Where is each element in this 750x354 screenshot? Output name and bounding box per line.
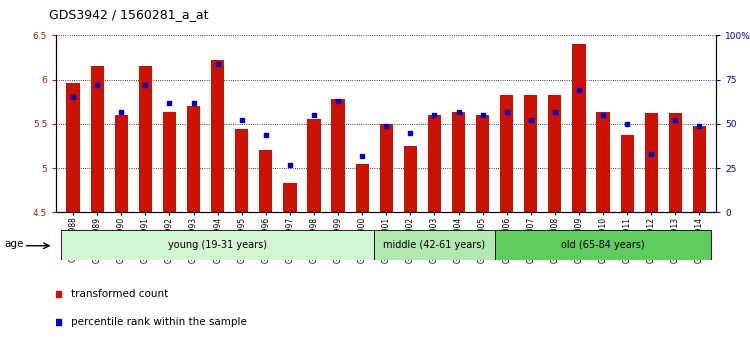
- Bar: [572, 44, 586, 212]
- Bar: [620, 135, 634, 212]
- Bar: [211, 60, 224, 212]
- Bar: [452, 112, 465, 212]
- Text: percentile rank within the sample: percentile rank within the sample: [71, 317, 248, 327]
- Bar: [260, 150, 272, 212]
- Text: age: age: [4, 239, 24, 249]
- Bar: [427, 115, 441, 212]
- Bar: [644, 113, 658, 212]
- Bar: [91, 67, 104, 212]
- Text: old (65-84 years): old (65-84 years): [561, 240, 645, 250]
- Bar: [374, 230, 495, 260]
- Text: GDS3942 / 1560281_a_at: GDS3942 / 1560281_a_at: [49, 8, 209, 21]
- Bar: [404, 146, 417, 212]
- Text: young (19-31 years): young (19-31 years): [168, 240, 267, 250]
- Bar: [495, 230, 712, 260]
- Bar: [308, 119, 320, 212]
- Bar: [380, 124, 393, 212]
- Bar: [524, 95, 538, 212]
- Bar: [669, 113, 682, 212]
- Bar: [61, 230, 374, 260]
- Text: transformed count: transformed count: [71, 289, 169, 299]
- Bar: [548, 95, 562, 212]
- Bar: [596, 112, 610, 212]
- Bar: [284, 183, 296, 212]
- Bar: [476, 115, 489, 212]
- Bar: [139, 67, 152, 212]
- Bar: [356, 164, 369, 212]
- Bar: [115, 115, 128, 212]
- Bar: [67, 83, 80, 212]
- Bar: [187, 106, 200, 212]
- Bar: [500, 95, 513, 212]
- Bar: [693, 126, 706, 212]
- Text: middle (42-61 years): middle (42-61 years): [383, 240, 485, 250]
- Bar: [235, 129, 248, 212]
- Bar: [332, 99, 345, 212]
- Bar: [163, 112, 176, 212]
